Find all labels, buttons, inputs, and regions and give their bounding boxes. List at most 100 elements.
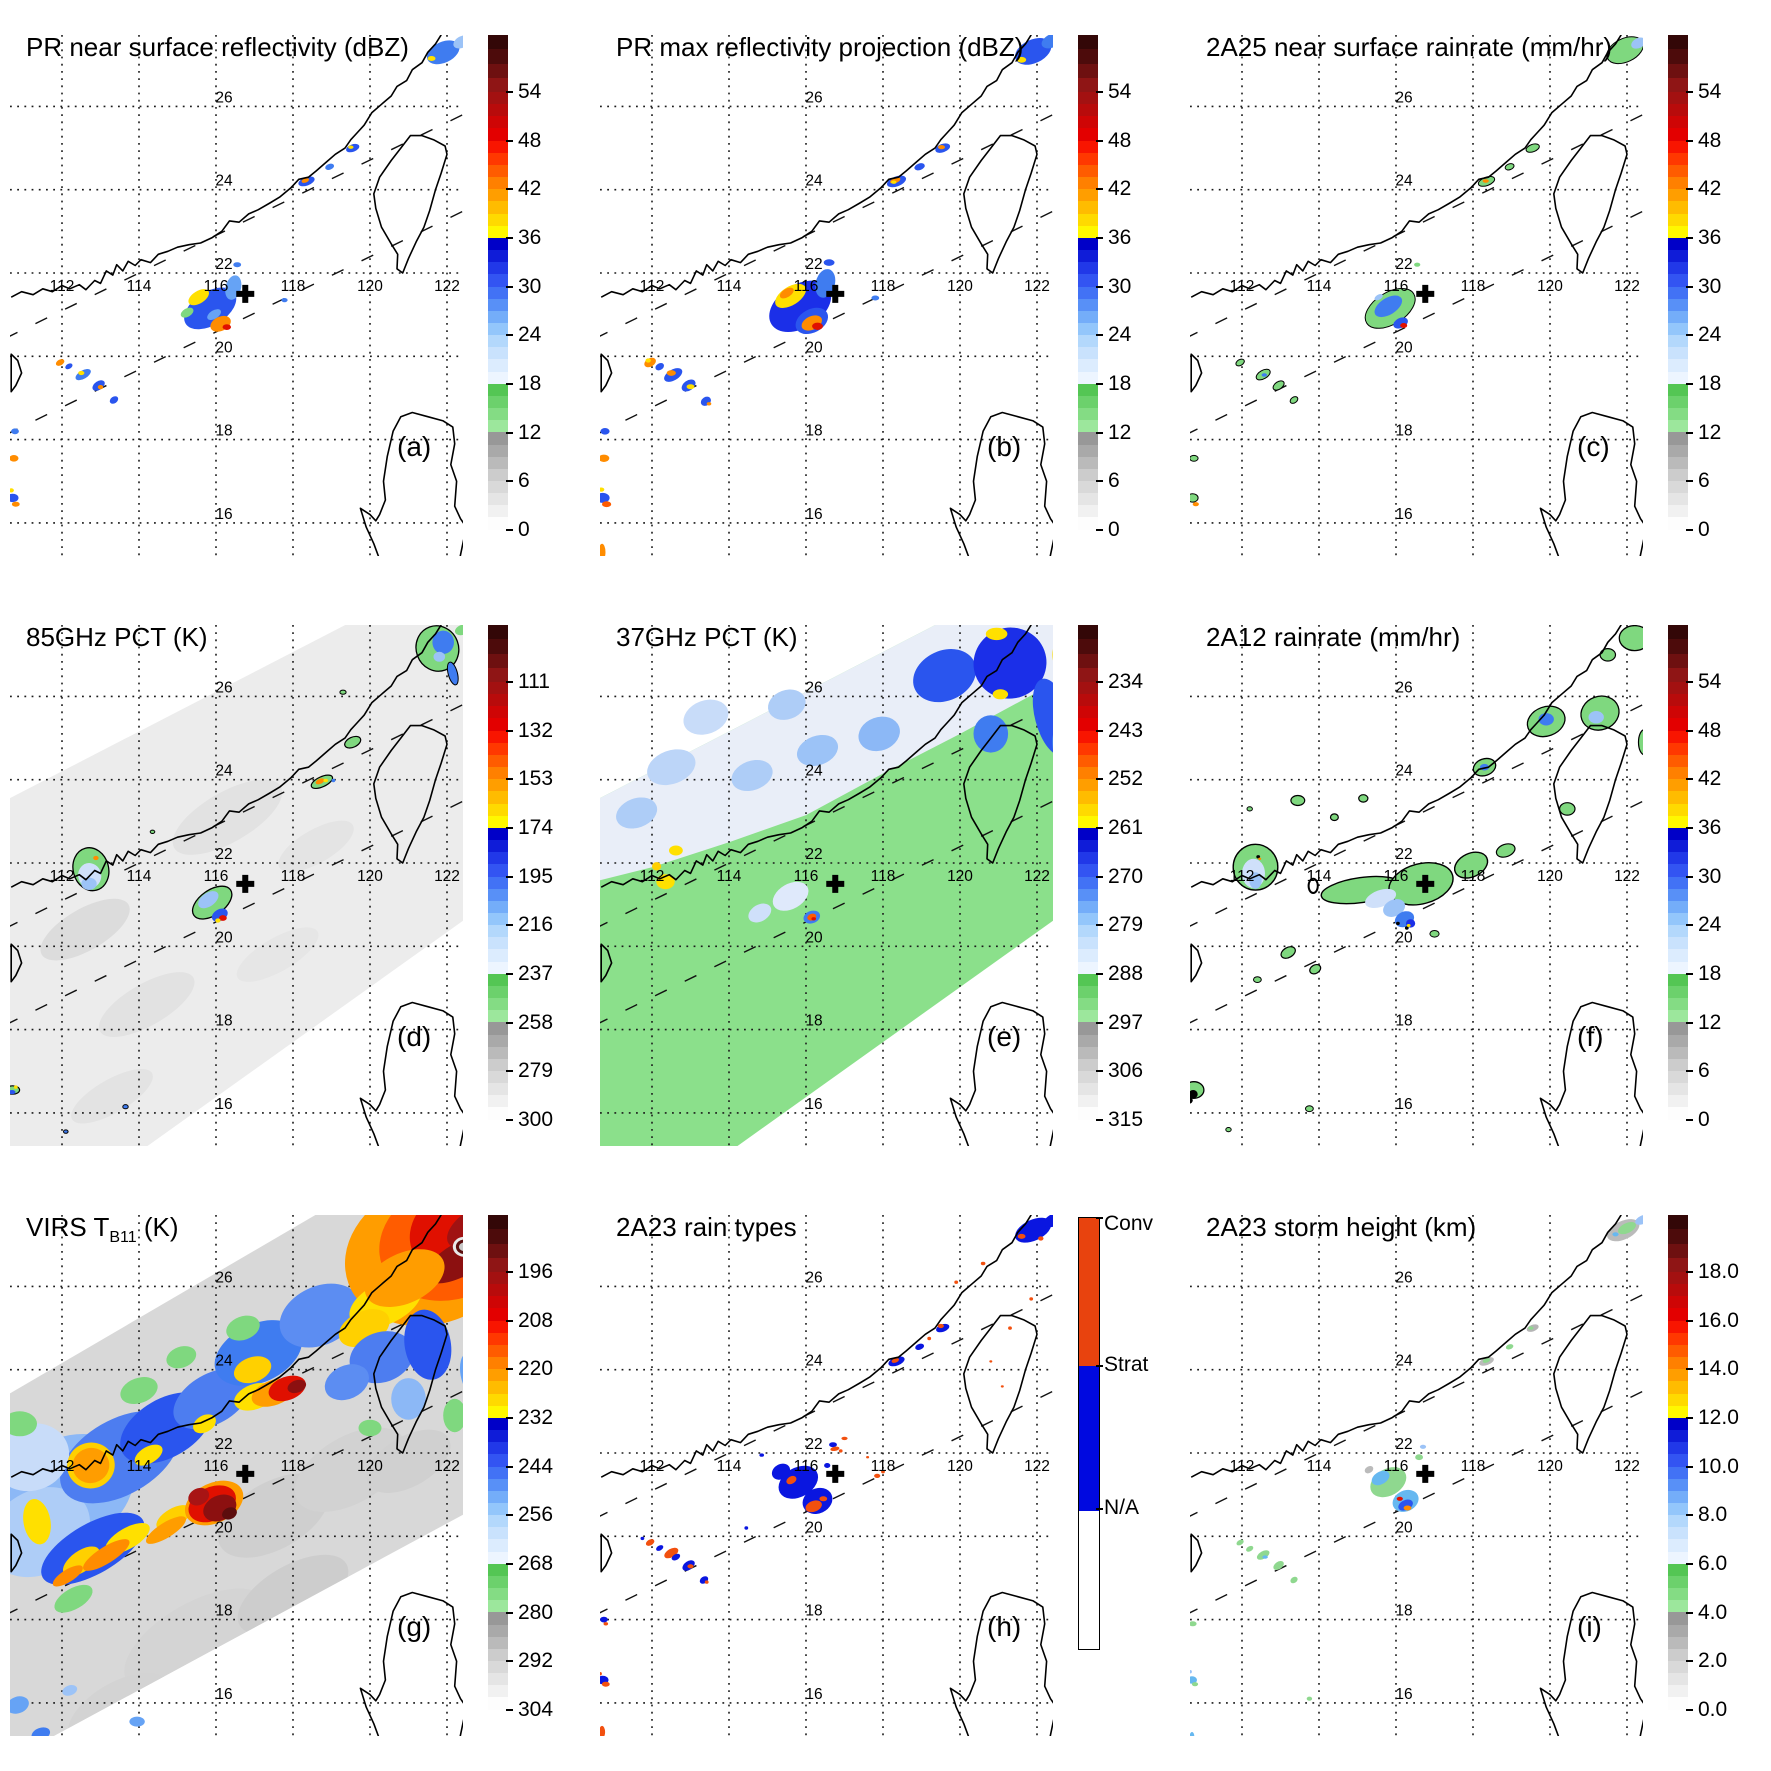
- colorbar-tick-mark: [1096, 480, 1103, 483]
- colorbar-segment: [488, 925, 508, 938]
- colorbar-segment: [488, 1095, 508, 1108]
- colorbar-tick-mark: [1096, 778, 1103, 781]
- colorbar-segment: [488, 1648, 508, 1661]
- land-region: [600, 625, 1053, 897]
- colorbar-tick-label: 18.0: [1698, 1260, 1739, 1283]
- storm-center-cross: [236, 874, 255, 893]
- storm-center-cross: [1416, 284, 1435, 303]
- lat-label: 26: [805, 1269, 822, 1286]
- colorbar-segment: [1668, 1478, 1688, 1491]
- colorbar-segment: [488, 1515, 508, 1528]
- panel-letter-b: (b): [987, 431, 1021, 462]
- lat-label: 26: [805, 89, 822, 106]
- colorbar-segment: [488, 949, 508, 962]
- colorbar-segment: [1078, 310, 1098, 323]
- colorbar-segment: [488, 767, 508, 780]
- colorbar-segment: [1078, 1034, 1098, 1047]
- colorbar-segment: [1668, 104, 1688, 117]
- colorbar-tick-label: 12: [518, 420, 542, 444]
- colorbar-tick-label: 208: [518, 1308, 554, 1332]
- colorbar-segment: [488, 1490, 508, 1503]
- colorbar-segment: [1078, 128, 1098, 141]
- colorbar-segment: [1668, 1344, 1688, 1358]
- colorbar-segment: [1668, 1369, 1688, 1382]
- colorbar-segment: [1668, 322, 1688, 336]
- swath-edge-dashed: [10, 113, 463, 337]
- colorbar-segment: [1078, 706, 1098, 719]
- colorbar-segment: [1668, 730, 1688, 743]
- colorbar-segment: [488, 1685, 508, 1698]
- colorbar-tick-label: 4.0: [1698, 1600, 1728, 1624]
- colorbar-segment: [1668, 1673, 1688, 1686]
- colorbar-tick-mark: [506, 1708, 513, 1711]
- colorbar-tick-mark: [1096, 1365, 1103, 1367]
- colorbar-segment: [1078, 164, 1098, 178]
- colorbar-segment: [1668, 840, 1688, 853]
- colorbar-tick-mark: [1096, 972, 1103, 975]
- colorbar-tick-mark: [1686, 91, 1693, 93]
- colorbar-tick-label: 132: [518, 718, 554, 742]
- raintype-segment: [1079, 1218, 1099, 1366]
- colorbar-segment: [488, 1588, 508, 1601]
- lon-label: 122: [1024, 868, 1050, 885]
- colorbar-segment: [488, 77, 508, 92]
- colorbar-tick-label: 48: [1108, 128, 1132, 152]
- colorbar-segment: [1078, 322, 1098, 336]
- colorbar-segment: [488, 164, 508, 178]
- colorbar-segment: [1078, 298, 1098, 311]
- colorbar-tick-mark: [506, 1070, 513, 1073]
- colorbar-segment: [488, 1381, 508, 1394]
- panel-i: 112 114 116 118 120 122 26 24 22 20 18 16 (i) 2A23 st…: [1180, 1180, 1770, 1771]
- colorbar-segment: [488, 1624, 508, 1637]
- colorbar-segment: [1668, 625, 1688, 640]
- colorbar-segment: [488, 682, 508, 695]
- colorbar-segment: [488, 274, 508, 287]
- lat-label: 20: [1395, 929, 1413, 946]
- colorbar-segment: [1078, 517, 1098, 530]
- coastline: [1190, 353, 1203, 393]
- colorbar-segment: [1668, 852, 1688, 865]
- colorbar-tick-mark: [506, 480, 513, 483]
- colorbar-tick-label: 48: [518, 128, 542, 152]
- colorbar-segment: [1668, 1502, 1688, 1516]
- colorbar-segment: [488, 852, 508, 865]
- colorbar-tick-label: 36: [1108, 225, 1132, 249]
- coastline: [10, 943, 23, 983]
- lat-label: 24: [805, 1353, 823, 1370]
- coastline: [373, 1314, 448, 1454]
- colorbar-tick-label: 14.0: [1698, 1357, 1739, 1381]
- colorbar-segment: [1078, 383, 1098, 396]
- colorbar-segment: [1668, 1405, 1688, 1418]
- colorbar-tick-label: 24: [1108, 323, 1132, 347]
- colorbar-segment: [488, 505, 508, 518]
- colorbar-segment: [1668, 1417, 1688, 1431]
- colorbar-segment: [488, 653, 508, 668]
- colorbar-segment: [1668, 92, 1688, 105]
- lon-label: 118: [1461, 1458, 1486, 1475]
- colorbar-tick-label: 258: [518, 1010, 554, 1034]
- panel-a: 112 114 116 118 120 122 26 24 22 20 18 16 (a) PR near…: [0, 0, 590, 591]
- colorbar-tick-label: 12: [1698, 420, 1722, 444]
- lon-label: 120: [947, 1458, 973, 1475]
- lon-label: 116: [794, 278, 819, 295]
- colorbar-segment: [1078, 347, 1098, 360]
- lat-label: 18: [1395, 1603, 1412, 1620]
- colorbar-segment: [488, 49, 508, 64]
- lon-label: 112: [1230, 1458, 1255, 1475]
- panel-letter-h: (h): [987, 1611, 1021, 1642]
- colorbar-segment: [488, 152, 508, 165]
- colorbar-segment: [1668, 912, 1688, 926]
- panel-g-title: VIRS TB11 (K): [26, 1212, 179, 1247]
- coastline: [963, 724, 1038, 864]
- colorbar-tick-label: 48: [1698, 128, 1722, 152]
- colorbar-tick-mark: [1096, 875, 1103, 878]
- colorbar-segment: [488, 998, 508, 1011]
- lon-label: 116: [204, 868, 229, 885]
- colorbar-segment: [1668, 653, 1688, 668]
- colorbar-segment: [1668, 77, 1688, 92]
- colorbar-segment: [1078, 639, 1098, 654]
- colorbar-segment: [488, 803, 508, 816]
- colorbar-segment: [1668, 1229, 1688, 1244]
- swath-edge-dashed: [600, 1390, 1053, 1614]
